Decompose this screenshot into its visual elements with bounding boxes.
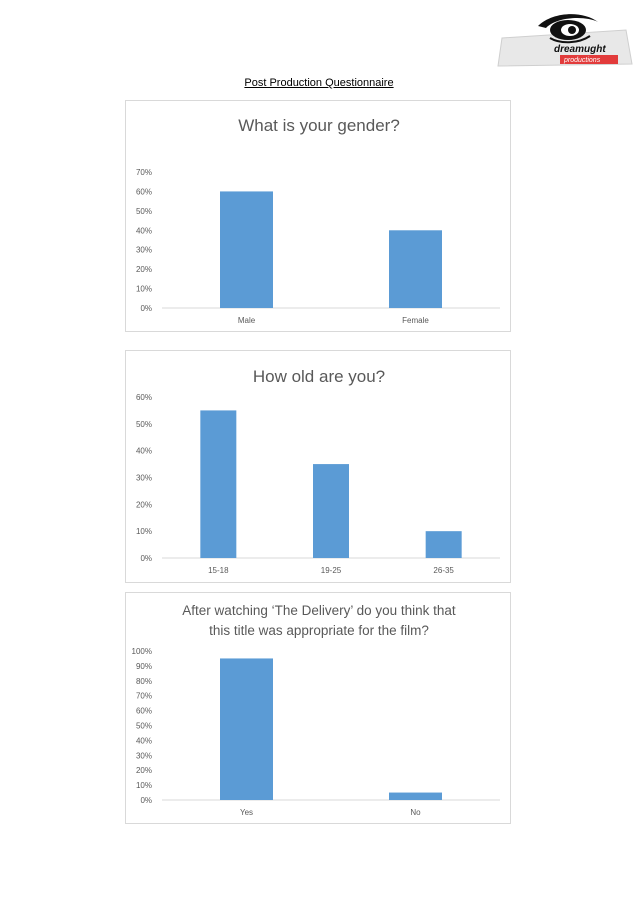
chart-title: How old are you? <box>253 367 385 386</box>
bar <box>200 410 237 558</box>
y-tick-label: 20% <box>136 766 152 775</box>
y-tick-label: 30% <box>136 474 152 483</box>
y-tick-label: 10% <box>136 527 152 536</box>
y-tick-label: 60% <box>136 393 152 402</box>
x-tick-label: No <box>410 808 421 817</box>
y-tick-label: 100% <box>132 647 152 656</box>
x-tick-label: Male <box>238 316 256 325</box>
logo-text-line2: productions <box>563 57 601 64</box>
x-tick-label: 26-35 <box>433 566 454 575</box>
y-tick-label: 60% <box>136 187 152 196</box>
y-tick-label: 20% <box>136 265 152 274</box>
bar <box>389 792 442 800</box>
y-tick-label: 50% <box>136 207 152 216</box>
bar <box>425 531 462 558</box>
y-tick-label: 30% <box>136 246 152 255</box>
chart-svg: After watching ‘The Delivery’ do you thi… <box>132 603 500 817</box>
x-tick-label: 19-25 <box>321 566 342 575</box>
y-tick-label: 30% <box>136 751 152 760</box>
bar <box>220 658 273 800</box>
chart-title: What is your gender? <box>238 116 400 135</box>
chart-svg: How old are you? 0% 10% 20% 30% 40% 50% 60% 15-1… <box>136 367 500 575</box>
chart-title: this title was appropriate for the film? <box>209 623 429 638</box>
title-appropriate-chart: After watching ‘The Delivery’ do you thi… <box>125 592 511 824</box>
y-tick-label: 80% <box>136 677 152 686</box>
y-tick-label: 90% <box>136 662 152 671</box>
y-tick-label: 40% <box>136 736 152 745</box>
y-tick-label: 40% <box>136 447 152 456</box>
document-title: Post Production Questionnaire <box>244 77 394 89</box>
y-tick-label: 40% <box>136 226 152 235</box>
y-tick-label: 60% <box>136 707 152 716</box>
company-logo: dreamught productions <box>494 8 634 68</box>
y-tick-label: 10% <box>136 285 152 294</box>
y-tick-label: 70% <box>136 692 152 701</box>
x-tick-label: Yes <box>240 808 253 817</box>
x-tick-label: Female <box>402 316 429 325</box>
y-tick-label: 0% <box>140 554 152 563</box>
chart-title: After watching ‘The Delivery’ do you thi… <box>182 603 456 618</box>
y-tick-label: 0% <box>140 796 152 805</box>
bar <box>220 191 273 308</box>
y-tick-label: 50% <box>136 420 152 429</box>
bar <box>313 464 349 558</box>
gender-chart: What is your gender? 0% 10% 20% 30% 40% 50% 60%… <box>125 100 511 332</box>
y-tick-label: 50% <box>136 722 152 731</box>
logo-text-line1: dreamught <box>554 44 606 55</box>
age-chart: How old are you? 0% 10% 20% 30% 40% 50% 60% 15-1… <box>125 350 511 583</box>
bar <box>389 230 442 308</box>
y-tick-label: 70% <box>136 168 152 177</box>
y-tick-label: 20% <box>136 500 152 509</box>
y-tick-label: 10% <box>136 781 152 790</box>
chart-svg: What is your gender? 0% 10% 20% 30% 40% 50% 60%… <box>136 116 500 325</box>
y-tick-label: 0% <box>140 304 152 313</box>
x-tick-label: 15-18 <box>208 566 229 575</box>
